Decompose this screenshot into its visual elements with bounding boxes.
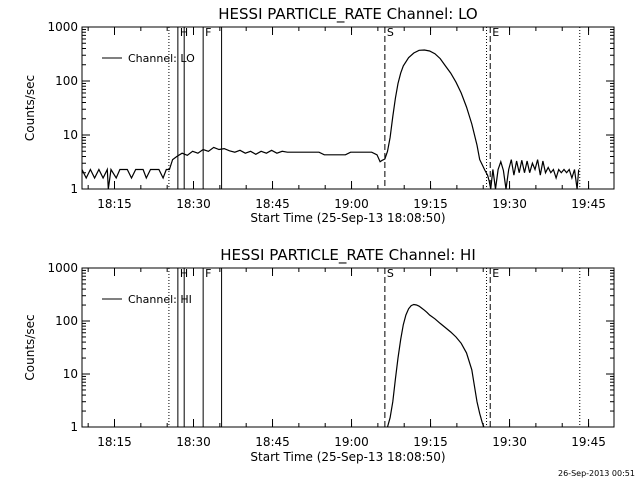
series-line [386, 303, 485, 428]
lo-channel-panel: HESSI PARTICLE_RATE Channel: LO 1 10 100 100… [23, 5, 615, 225]
x-tick-label: 19:45 [571, 197, 606, 211]
x-tick-label: 19:15 [413, 435, 448, 449]
y-tick-label: 1 [70, 420, 78, 434]
x-tick-label: 18:15 [97, 197, 132, 211]
event-marker-label: S [387, 267, 394, 280]
hi-channel-panel: HESSI PARTICLE_RATE Channel: HI 1 10 100 100… [23, 246, 615, 464]
y-tick-label: 100 [55, 314, 78, 328]
legend-label: Channel: LO [128, 52, 195, 65]
x-tick-label: 19:00 [334, 435, 369, 449]
event-marker-label: S [387, 26, 394, 39]
x-tick-label: 18:15 [97, 435, 132, 449]
x-axis-label: Start Time (25-Sep-13 18:08:50) [250, 211, 445, 225]
y-axis-label: Counts/sec [23, 75, 37, 141]
y-tick-label: 1 [70, 182, 78, 196]
event-marker-label: E [492, 26, 499, 39]
x-tick-label: 18:45 [255, 435, 290, 449]
y-tick-label: 10 [63, 367, 78, 381]
event-marker-label: F [205, 267, 211, 280]
x-tick-label: 19:00 [334, 197, 369, 211]
y-tick-label: 1000 [47, 20, 78, 34]
x-tick-label: 19:30 [492, 435, 527, 449]
chart-title: HESSI PARTICLE_RATE Channel: LO [218, 5, 477, 24]
x-tick-label: 19:15 [413, 197, 448, 211]
x-tick-label: 18:45 [255, 197, 290, 211]
legend-label: Channel: HI [128, 293, 192, 306]
y-tick-label: 10 [63, 128, 78, 142]
x-tick-label: 18:30 [176, 197, 211, 211]
series-line [81, 49, 580, 190]
x-tick-label: 18:30 [176, 435, 211, 449]
generation-timestamp: 26-Sep-2013 00:51 [558, 469, 635, 478]
plot-frame [81, 267, 615, 428]
x-axis-label: Start Time (25-Sep-13 18:08:50) [250, 450, 445, 464]
y-tick-label: 100 [55, 74, 78, 88]
x-tick-label: 19:45 [571, 435, 606, 449]
x-tick-label: 19:30 [492, 197, 527, 211]
event-marker-label: E [492, 267, 499, 280]
plot-frame [81, 26, 615, 190]
y-axis-label: Counts/sec [23, 314, 37, 380]
event-marker-label: F [205, 26, 211, 39]
y-tick-label: 1000 [47, 261, 78, 275]
chart-title: HESSI PARTICLE_RATE Channel: HI [220, 246, 476, 265]
